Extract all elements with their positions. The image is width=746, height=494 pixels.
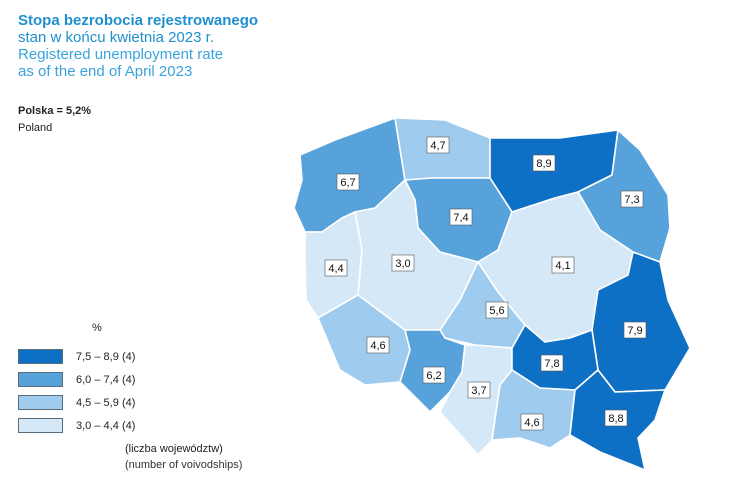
legend-range: 7,5 – 8,9 <box>76 351 119 363</box>
legend-swatch <box>18 372 63 387</box>
legend-unit: % <box>92 322 102 334</box>
region-label: 8,8 <box>604 409 628 427</box>
region-value: 3,7 <box>471 385 486 397</box>
title-line-4: as of the end of April 2023 <box>18 63 193 80</box>
region-value: 4,1 <box>555 260 570 272</box>
region-value: 7,3 <box>624 194 639 206</box>
legend-range: 6,0 – 7,4 <box>76 374 119 386</box>
legend-item: 6,0 – 7,4 (4) <box>18 372 218 388</box>
legend-count: (4) <box>122 374 136 386</box>
legend-swatch <box>18 349 63 364</box>
region-label: 4,6 <box>366 336 390 354</box>
region-label: 4,4 <box>324 259 348 277</box>
region-label: 7,4 <box>449 208 473 226</box>
title-line-1: Stopa bezrobocia rejestrowanego <box>18 12 259 29</box>
region-label: 4,7 <box>426 136 450 154</box>
region-label: 7,9 <box>623 321 647 339</box>
region-value: 3,0 <box>395 258 410 270</box>
legend-range: 3,0 – 4,4 <box>76 420 119 432</box>
legend-item: 3,0 – 4,4 (4) <box>18 418 218 434</box>
region-value: 7,9 <box>627 325 642 337</box>
region-value: 8,9 <box>536 158 551 170</box>
region-value: 4,4 <box>328 263 343 275</box>
region-label: 7,3 <box>620 190 644 208</box>
legend-count: (4) <box>122 397 136 409</box>
legend-count: (4) <box>122 420 136 432</box>
region-value: 6,7 <box>340 177 355 189</box>
map-title: Stopa bezrobocia rejestrowanego stan w k… <box>18 12 258 80</box>
national-rate-label-en: Poland <box>18 122 53 134</box>
region-label: 7,8 <box>540 354 564 372</box>
region-label: 5,6 <box>485 301 509 319</box>
region-value: 4,6 <box>370 340 385 352</box>
legend-range: 4,5 – 5,9 <box>76 397 119 409</box>
region-label: 4,1 <box>551 256 575 274</box>
region-label: 6,7 <box>336 173 360 191</box>
legend-item: 7,5 – 8,9 (4) <box>18 349 218 365</box>
region-label: 8,9 <box>532 154 556 172</box>
region-label: 3,7 <box>467 381 491 399</box>
region-value: 4,7 <box>430 140 445 152</box>
national-rate: Polska = 5,2% Poland <box>18 103 91 137</box>
region-value: 4,6 <box>524 417 539 429</box>
region-label: 3,0 <box>391 254 415 272</box>
legend-swatch <box>18 418 63 433</box>
national-rate-label: Polska = 5,2% <box>18 105 92 117</box>
legend-note-en: (number of voivodships) <box>125 459 243 471</box>
region-value: 6,2 <box>426 370 441 382</box>
title-line-2: stan w końcu kwietnia 2023 r. <box>18 29 214 46</box>
legend-item: 4,5 – 5,9 (4) <box>18 395 218 411</box>
region-label: 6,2 <box>422 366 446 384</box>
legend-count: (4) <box>122 351 136 363</box>
title-line-3: Registered unemployment rate <box>18 46 224 63</box>
legend-note-pl: (liczba województw) <box>125 443 223 455</box>
region-value: 7,8 <box>544 358 559 370</box>
region-value: 7,4 <box>453 212 468 224</box>
region-value: 5,6 <box>489 305 504 317</box>
region-label: 4,6 <box>520 413 544 431</box>
legend-swatch <box>18 395 63 410</box>
region-value: 8,8 <box>608 413 623 425</box>
